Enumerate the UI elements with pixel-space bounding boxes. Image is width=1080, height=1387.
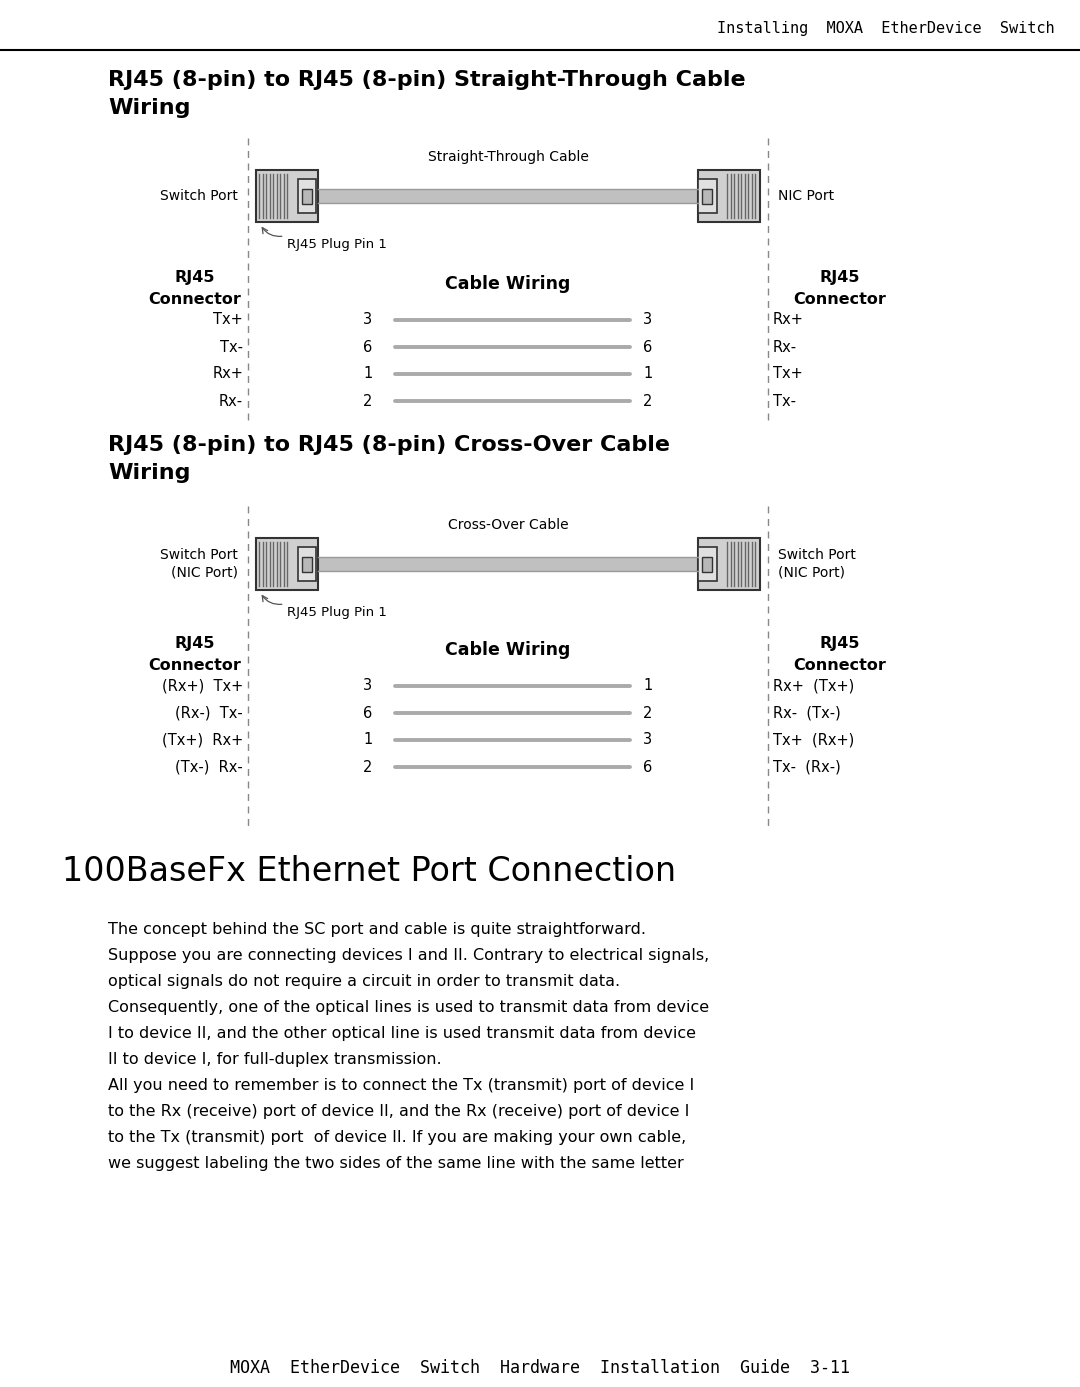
Text: 6: 6 (363, 706, 373, 720)
Text: Switch Port
(NIC Port): Switch Port (NIC Port) (778, 548, 855, 580)
Text: Rx+  (Tx+): Rx+ (Tx+) (773, 678, 854, 694)
Text: Tx+  (Rx+): Tx+ (Rx+) (773, 732, 854, 748)
Text: 3: 3 (364, 678, 373, 694)
Text: (Rx-)  Tx-: (Rx-) Tx- (175, 706, 243, 720)
Text: Suppose you are connecting devices I and II. Contrary to electrical signals,: Suppose you are connecting devices I and… (108, 947, 710, 963)
Bar (298, 548, 316, 581)
Text: Switch Port: Switch Port (160, 189, 238, 203)
Text: Tx-  (Rx-): Tx- (Rx-) (773, 760, 840, 774)
Bar (256, 538, 318, 589)
Text: 3: 3 (644, 732, 652, 748)
Bar (256, 171, 318, 222)
Bar (698, 171, 760, 222)
Text: 6: 6 (644, 340, 652, 355)
Bar (698, 538, 760, 589)
Text: Connector: Connector (149, 657, 242, 673)
Text: I to device II, and the other optical line is used transmit data from device: I to device II, and the other optical li… (108, 1026, 696, 1042)
Text: Connector: Connector (149, 293, 242, 307)
Text: All you need to remember is to connect the Tx (transmit) port of device I: All you need to remember is to connect t… (108, 1078, 694, 1093)
Text: Connector: Connector (794, 657, 887, 673)
Text: (Tx+)  Rx+: (Tx+) Rx+ (162, 732, 243, 748)
Text: 2: 2 (363, 760, 373, 774)
Bar (298, 179, 316, 214)
Text: Installing  MOXA  EtherDevice  Switch: Installing MOXA EtherDevice Switch (717, 21, 1055, 36)
Text: 100BaseFx Ethernet Port Connection: 100BaseFx Ethernet Port Connection (62, 854, 676, 888)
Text: Tx-: Tx- (220, 340, 243, 355)
Text: 6: 6 (644, 760, 652, 774)
Text: Wiring: Wiring (108, 98, 190, 118)
Text: Tx+: Tx+ (773, 366, 802, 381)
Text: 1: 1 (363, 366, 373, 381)
Text: 3: 3 (364, 312, 373, 327)
Text: RJ45 (8-pin) to RJ45 (8-pin) Straight-Through Cable: RJ45 (8-pin) to RJ45 (8-pin) Straight-Th… (108, 69, 745, 90)
Text: RJ45: RJ45 (820, 270, 861, 284)
Text: to the Tx (transmit) port  of device II. If you are making your own cable,: to the Tx (transmit) port of device II. … (108, 1130, 686, 1146)
Text: RJ45 Plug Pin 1: RJ45 Plug Pin 1 (286, 606, 387, 619)
Text: Cable Wiring: Cable Wiring (445, 641, 570, 659)
Text: 2: 2 (644, 394, 652, 409)
Text: optical signals do not require a circuit in order to transmit data.: optical signals do not require a circuit… (108, 974, 620, 989)
Text: Cable Wiring: Cable Wiring (445, 275, 570, 293)
Text: Rx-: Rx- (219, 394, 243, 409)
Bar (318, 189, 698, 203)
Text: Tx+: Tx+ (213, 312, 243, 327)
Text: RJ45 (8-pin) to RJ45 (8-pin) Cross-Over Cable: RJ45 (8-pin) to RJ45 (8-pin) Cross-Over … (108, 436, 670, 455)
Bar (698, 179, 717, 214)
Text: 1: 1 (363, 732, 373, 748)
Text: Rx-  (Tx-): Rx- (Tx-) (773, 706, 840, 720)
Text: Consequently, one of the optical lines is used to transmit data from device: Consequently, one of the optical lines i… (108, 1000, 710, 1015)
Text: The concept behind the SC port and cable is quite straightforward.: The concept behind the SC port and cable… (108, 922, 646, 938)
Text: 1: 1 (644, 678, 652, 694)
Bar (301, 556, 312, 571)
Text: 6: 6 (363, 340, 373, 355)
Text: (Tx-)  Rx-: (Tx-) Rx- (175, 760, 243, 774)
Text: RJ45: RJ45 (820, 637, 861, 651)
Text: Tx-: Tx- (773, 394, 796, 409)
Bar (301, 189, 312, 204)
Text: RJ45: RJ45 (175, 637, 215, 651)
Text: to the Rx (receive) port of device II, and the Rx (receive) port of device I: to the Rx (receive) port of device II, a… (108, 1104, 689, 1119)
Text: 3: 3 (644, 312, 652, 327)
Text: II to device I, for full-duplex transmission.: II to device I, for full-duplex transmis… (108, 1051, 442, 1067)
Text: Straight-Through Cable: Straight-Through Cable (428, 150, 589, 164)
Bar (698, 548, 717, 581)
Text: (Rx+)  Tx+: (Rx+) Tx+ (162, 678, 243, 694)
Text: Rx-: Rx- (773, 340, 797, 355)
Text: Switch Port
(NIC Port): Switch Port (NIC Port) (160, 548, 238, 580)
Text: RJ45 Plug Pin 1: RJ45 Plug Pin 1 (286, 239, 387, 251)
Text: MOXA  EtherDevice  Switch  Hardware  Installation  Guide  3-11: MOXA EtherDevice Switch Hardware Install… (230, 1359, 850, 1377)
Text: Cross-Over Cable: Cross-Over Cable (448, 517, 568, 533)
Bar (318, 558, 698, 571)
Text: we suggest labeling the two sides of the same line with the same letter: we suggest labeling the two sides of the… (108, 1155, 684, 1171)
Text: Wiring: Wiring (108, 463, 190, 483)
Text: RJ45: RJ45 (175, 270, 215, 284)
Text: NIC Port: NIC Port (778, 189, 834, 203)
Text: Connector: Connector (794, 293, 887, 307)
Text: 2: 2 (363, 394, 373, 409)
Text: 2: 2 (644, 706, 652, 720)
Text: Rx+: Rx+ (773, 312, 804, 327)
Bar (702, 189, 713, 204)
Text: Rx+: Rx+ (212, 366, 243, 381)
Bar (702, 556, 713, 571)
Text: 1: 1 (644, 366, 652, 381)
